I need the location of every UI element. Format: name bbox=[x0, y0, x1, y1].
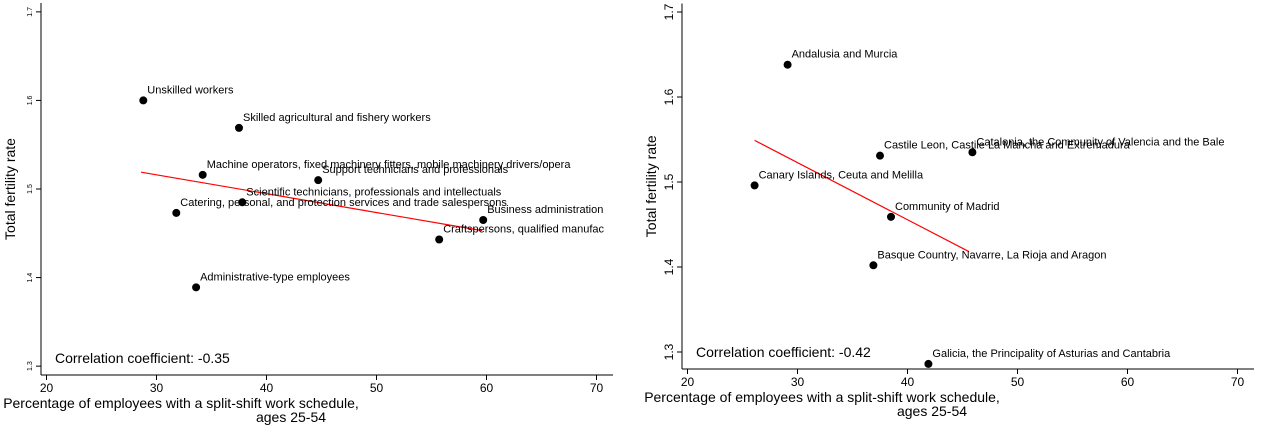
y-tick-label: 1.4 bbox=[27, 273, 34, 283]
panel: 20 30 40 50 60 70 1.3 1.4 1.5 1.6 1.7 Total fertili… bbox=[643, 3, 1254, 419]
point-label: Craftspersons, qualified manufac bbox=[443, 223, 604, 235]
point-label: Basque Country, Navarre, La Rioja and Ar… bbox=[877, 249, 1106, 261]
point bbox=[876, 151, 884, 160]
y-tick-label: 1.3 bbox=[662, 343, 676, 360]
point bbox=[869, 261, 878, 270]
point-label: Andalusia and Murcia bbox=[792, 49, 899, 61]
y-tick-label: 1.4 bbox=[662, 258, 676, 275]
point bbox=[479, 216, 488, 224]
point-label: Support technicians and professionals bbox=[322, 164, 508, 176]
x-tick-label: 50 bbox=[1011, 375, 1025, 389]
point bbox=[783, 60, 792, 69]
y-axis-title: Total fertility rate bbox=[643, 135, 659, 237]
point bbox=[238, 198, 247, 207]
point-label: Castile Leon, Castile La Mancha and Extr… bbox=[884, 140, 1131, 152]
point-label: Galicia, the Principality of Asturias an… bbox=[932, 348, 1171, 360]
x-axis-title: ages 25-54 bbox=[897, 403, 967, 419]
point-label: Catalonia, the Community of Valencia and… bbox=[976, 136, 1224, 148]
point-label: Scientific technicians, professionals an… bbox=[246, 186, 501, 198]
point-label: Canary Islands, Ceuta and Melilla bbox=[759, 169, 924, 181]
y-tick-label: 1.7 bbox=[662, 3, 676, 20]
point bbox=[314, 176, 323, 185]
point bbox=[750, 181, 759, 190]
annotation: Correlation coefficient: -0.35 bbox=[55, 350, 230, 366]
x-tick-label: 60 bbox=[480, 381, 494, 395]
x-tick-label: 30 bbox=[791, 375, 805, 389]
y-tick-label: 1.7 bbox=[27, 7, 34, 17]
point bbox=[172, 208, 181, 217]
fit-line bbox=[754, 139, 970, 253]
point bbox=[887, 212, 895, 221]
x-tick-label: 20 bbox=[681, 375, 695, 389]
point-label: Community of Madrid bbox=[895, 201, 1000, 213]
point bbox=[192, 283, 201, 292]
x-tick-label: 30 bbox=[150, 381, 164, 395]
y-tick-label: 1.5 bbox=[662, 173, 676, 190]
point bbox=[198, 170, 207, 179]
x-tick-label: 70 bbox=[590, 381, 604, 395]
point bbox=[924, 359, 933, 368]
y-tick-label: 1.5 bbox=[27, 184, 34, 194]
x-tick-label: 40 bbox=[260, 381, 274, 395]
x-tick-label: 50 bbox=[370, 381, 384, 395]
x-axis-title: Percentage of employees with a split-shi… bbox=[3, 395, 359, 411]
fit-line bbox=[140, 171, 483, 232]
point-label: Business administration bbox=[487, 204, 603, 216]
point bbox=[235, 123, 243, 132]
point-label: Catering, personal, and protection servi… bbox=[180, 197, 507, 209]
point-label: Skilled agricultural and fishery workers bbox=[243, 112, 431, 124]
point-label: Administrative-type employees bbox=[200, 271, 350, 283]
y-axis-title: Total fertility rate bbox=[2, 138, 18, 240]
y-tick-label: 1.6 bbox=[27, 95, 34, 105]
x-tick-label: 70 bbox=[1231, 375, 1245, 389]
point bbox=[435, 235, 444, 244]
x-tick-label: 20 bbox=[40, 381, 54, 395]
panel: 20 30 40 50 60 70 1.3 1.4 1.5 1.6 1.7 Total fertili… bbox=[2, 3, 613, 425]
annotation: Correlation coefficient: -0.42 bbox=[696, 344, 871, 360]
x-axis-title: Percentage of employees with a split-shi… bbox=[644, 389, 1000, 405]
y-tick-label: 1.3 bbox=[27, 361, 34, 371]
point bbox=[968, 148, 977, 157]
point bbox=[139, 96, 148, 105]
point-label: Unskilled workers bbox=[147, 84, 234, 96]
y-tick-label: 1.6 bbox=[662, 88, 676, 105]
x-tick-label: 40 bbox=[901, 375, 915, 389]
x-tick-label: 60 bbox=[1121, 375, 1135, 389]
x-axis-title: ages 25-54 bbox=[256, 409, 326, 425]
point-label: Machine operators, fixed machinery fitte… bbox=[207, 159, 572, 171]
